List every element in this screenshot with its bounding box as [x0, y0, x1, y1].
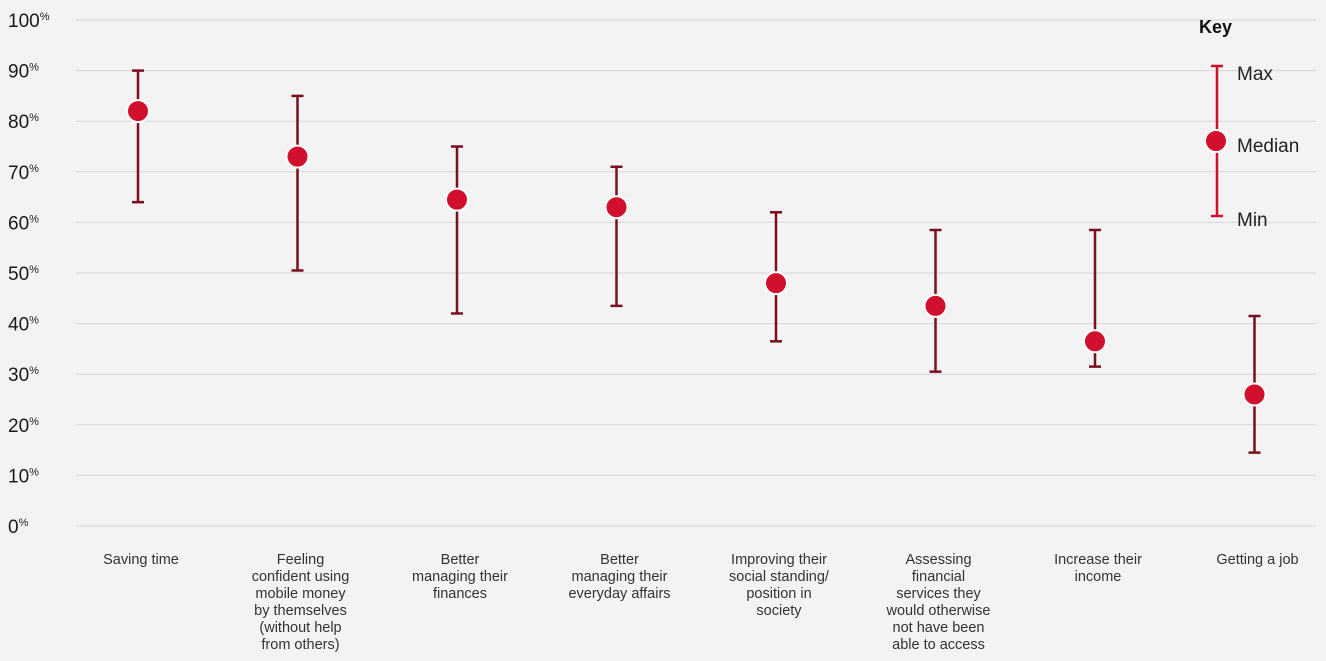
- legend-min-label: Min: [1237, 210, 1268, 231]
- x-tick-label: Getting a job: [1216, 552, 1298, 568]
- legend-max-label: Max: [1237, 64, 1273, 85]
- x-tick-label: Feeling confident using mobile money by the…: [252, 552, 350, 653]
- y-tick-label: 90%: [8, 62, 39, 83]
- y-tick-label: 50%: [8, 264, 39, 285]
- y-tick-label: 60%: [8, 213, 39, 234]
- median-point: [445, 187, 469, 212]
- error-bar-group: [445, 145, 469, 315]
- legend-median-label: Median: [1237, 136, 1299, 157]
- y-tick-label: 100%: [8, 11, 50, 32]
- error-bar-group: [1083, 228, 1107, 368]
- median-point: [604, 195, 629, 220]
- error-bar-group: [126, 69, 150, 204]
- error-bar-group: [923, 228, 948, 373]
- data-series: [126, 69, 1267, 454]
- y-tick-label: 20%: [8, 416, 39, 437]
- legend-title: Key: [1199, 17, 1232, 37]
- median-point: [285, 144, 310, 169]
- median-point: [923, 293, 948, 318]
- median-point: [126, 99, 150, 124]
- y-axis: 0% 10% 20% 30% 40% 50% 60% 70% 80% 90% 100%: [8, 11, 50, 538]
- y-tick-label: 80%: [8, 112, 39, 133]
- median-point: [1242, 382, 1267, 407]
- error-bar-group: [764, 211, 788, 343]
- error-bar-group: [604, 165, 629, 308]
- y-tick-label: 0%: [8, 517, 29, 538]
- x-tick-label: Better managing their everyday affairs: [568, 552, 670, 602]
- x-tick-label: Saving time: [103, 552, 179, 568]
- x-axis: Saving time Feeling confident using mobile …: [103, 552, 1299, 653]
- legend-median-dot: [1204, 129, 1228, 153]
- x-tick-label: Better managing their finances: [412, 552, 508, 602]
- y-tick-label: 40%: [8, 315, 39, 336]
- y-tick-label: 70%: [8, 163, 39, 184]
- error-bar-group: [1242, 314, 1267, 454]
- median-point: [1083, 329, 1107, 354]
- y-tick-label: 30%: [8, 365, 39, 386]
- x-tick-label: Increase their income: [1054, 552, 1142, 585]
- median-point: [764, 271, 788, 296]
- x-tick-label: Assessing financial services they would oth…: [886, 552, 991, 653]
- error-bar-group: [285, 94, 310, 272]
- grid-lines: [76, 19, 1316, 527]
- x-tick-label: Improving their social standing/position …: [729, 552, 830, 619]
- y-tick-label: 10%: [8, 466, 39, 487]
- legend: Key Max Median Min: [1199, 17, 1299, 231]
